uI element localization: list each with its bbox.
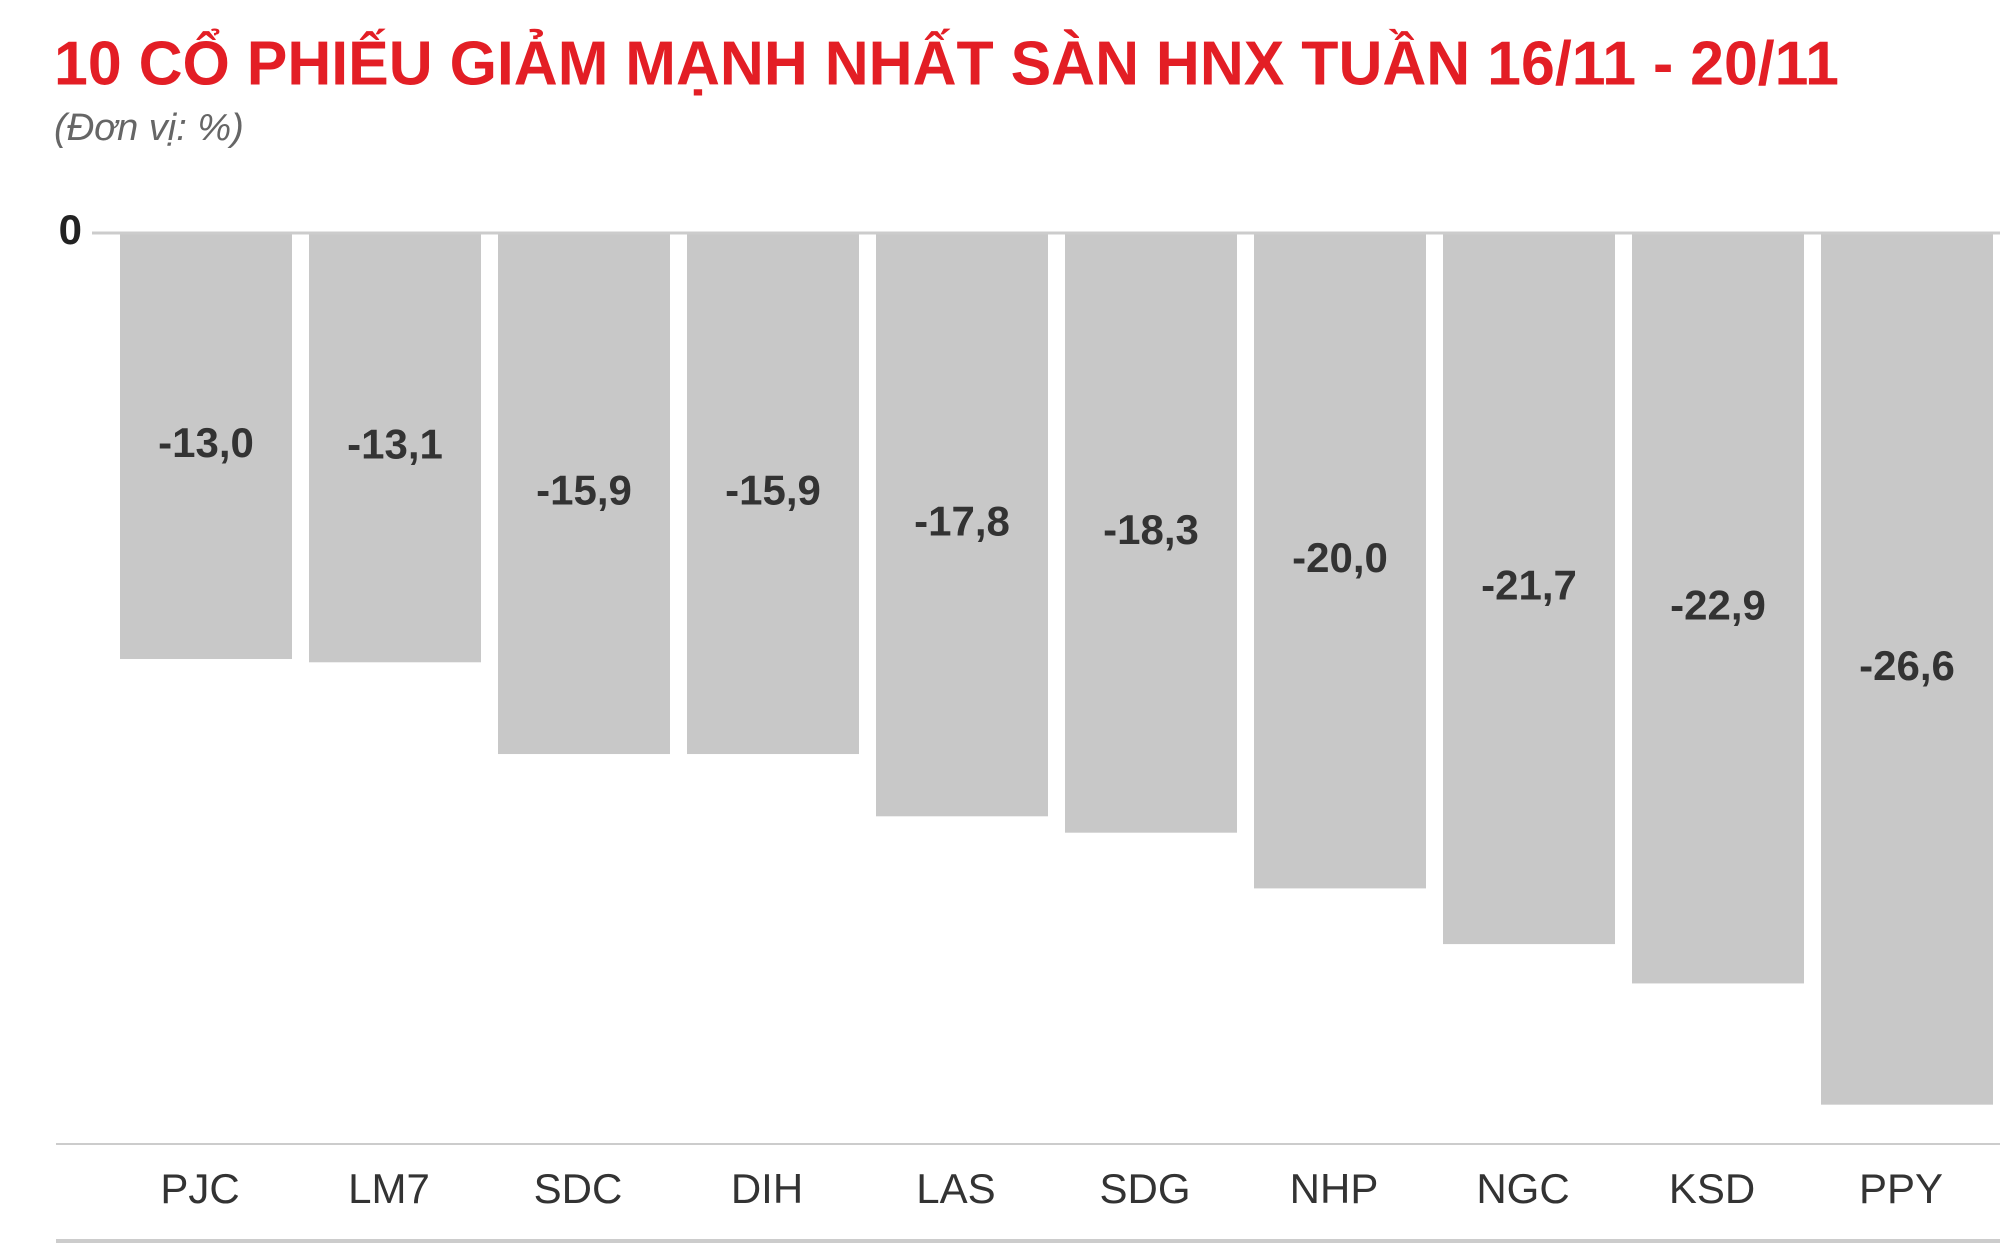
chart-title: 10 CỔ PHIẾU GIẢM MẠNH NHẤT SÀN HNX TUẦN … [54,28,1839,98]
x-tick-label: PPY [1859,1165,1943,1212]
chart-subtitle: (Đơn vị: %) [54,107,244,149]
value-label: -15,9 [536,467,632,514]
x-tick-label: LAS [916,1165,995,1212]
bar [309,233,481,663]
bar [498,233,670,755]
x-tick-label: NHP [1290,1165,1379,1212]
bar [1443,233,1615,945]
value-label: -26,6 [1859,642,1955,689]
x-tick-label: DIH [731,1165,803,1212]
bar [1821,233,1993,1105]
x-tick-label: SDG [1099,1165,1190,1212]
x-tick-label: KSD [1669,1165,1755,1212]
x-tick-label: SDC [534,1165,623,1212]
x-tick-label: PJC [160,1165,239,1212]
bar [120,233,292,660]
bar [1065,233,1237,833]
value-label: -18,3 [1103,506,1199,553]
value-label: -15,9 [725,467,821,514]
value-label: -13,1 [347,421,443,468]
bar [1254,233,1426,889]
value-label: -13,0 [158,419,254,466]
value-label: -17,8 [914,498,1010,545]
value-label: -20,0 [1292,534,1388,581]
value-label: -22,9 [1670,581,1766,628]
x-tick-label: NGC [1476,1165,1569,1212]
bar [1632,233,1804,984]
value-label: -21,7 [1481,562,1577,609]
x-tick-label: LM7 [348,1165,430,1212]
bar [687,233,859,755]
bar [876,233,1048,817]
y-tick-label: 0 [59,206,82,253]
